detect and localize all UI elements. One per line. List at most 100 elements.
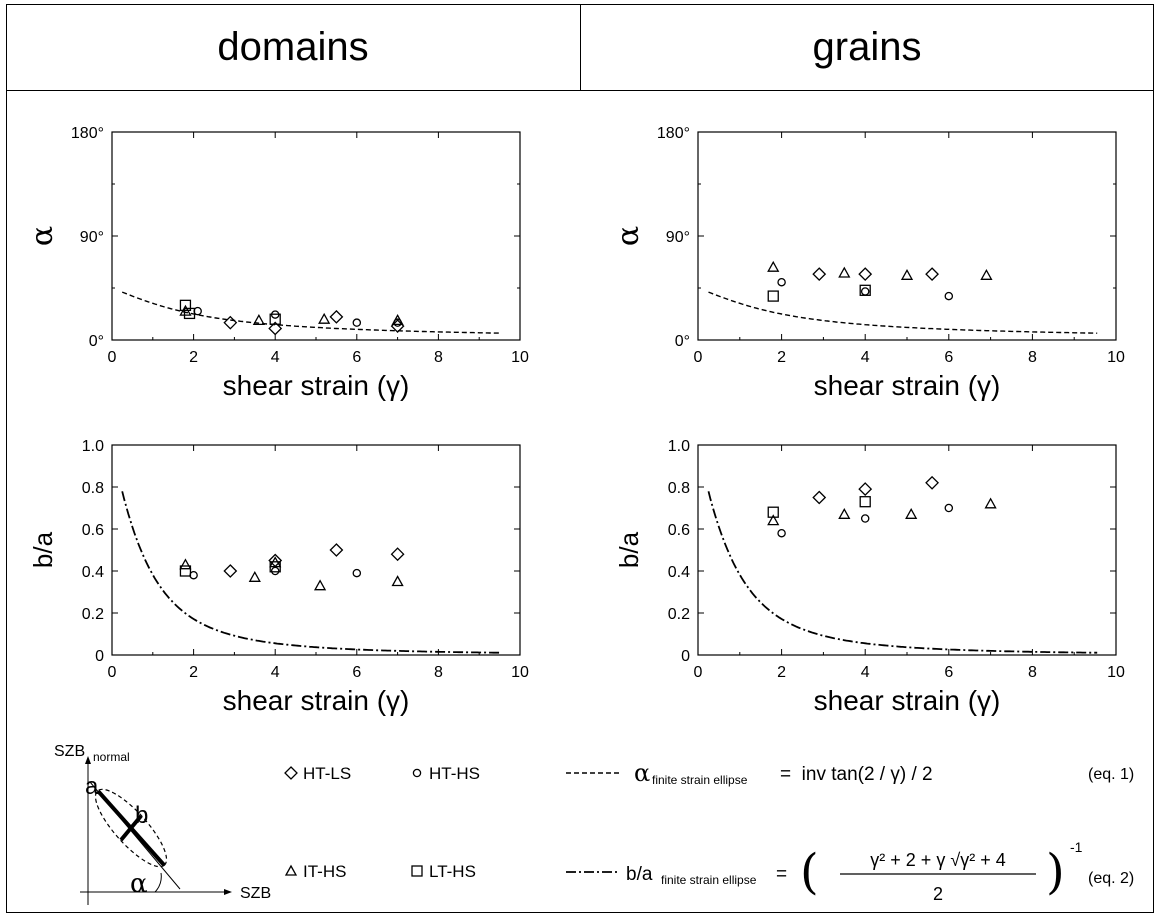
plot-domains-alpha: 0 2 4 6 8 10 0° 90° 180° shear strain (γ) α xyxy=(25,125,529,401)
eq2-numerator: γ² + 2 + γ √γ² + 4 xyxy=(870,850,1005,870)
y-tick-label: 1.0 xyxy=(82,438,104,455)
eq1-subscript: finite strain ellipse xyxy=(652,773,748,787)
legend-eq2: b/a finite strain ellipse = ( γ² + 2 + γ… xyxy=(566,839,1134,904)
data-point-it-hs xyxy=(391,575,404,587)
y-tick-label: 0.8 xyxy=(82,480,104,497)
x-tick-label: 8 xyxy=(434,349,443,366)
data-point-ht-hs xyxy=(777,528,786,538)
x-tick-label: 8 xyxy=(434,664,443,681)
data-point-ht-hs xyxy=(860,514,870,523)
eq2-tag: (eq. 2) xyxy=(1088,870,1134,887)
data-point-it-hs xyxy=(767,514,780,526)
header-divider xyxy=(6,90,1154,91)
data-point-ht-hs xyxy=(944,503,954,513)
y-tick-label: 180° xyxy=(71,125,104,142)
x-tick-label: 4 xyxy=(861,349,870,366)
sketch-y-label-sub: normal xyxy=(93,750,130,764)
y-tick-label: 0 xyxy=(681,648,690,665)
legend-label-ht-hs: HT-HS xyxy=(429,764,480,783)
x-tick-label: 4 xyxy=(271,349,280,366)
data-point-it-hs xyxy=(767,260,780,272)
x-tick-label: 0 xyxy=(694,664,703,681)
y-tick-label: 90° xyxy=(80,229,104,246)
x-tick-label: 6 xyxy=(944,664,953,681)
data-point-it-hs xyxy=(984,497,997,509)
x-tick-label: 2 xyxy=(777,664,786,681)
data-point-lt-hs xyxy=(269,313,281,325)
y-tick-label: 0° xyxy=(89,333,104,350)
data-point-lt-hs xyxy=(269,561,281,573)
sketch-label-b: b xyxy=(135,802,148,829)
data-point-lt-hs xyxy=(183,307,196,320)
y-tick-label: 0.6 xyxy=(82,522,104,539)
legend-label-ht-ls: HT-LS xyxy=(303,764,351,783)
y-tick-label: 90° xyxy=(666,229,690,246)
data-point-ht-hs xyxy=(777,277,786,287)
x-tick-label: 10 xyxy=(511,664,529,681)
legend-eq1: α finite strain ellipse = inv tan(2 / γ)… xyxy=(566,759,1134,787)
x-tick-label: 8 xyxy=(1028,664,1037,681)
data-point-ht-hs xyxy=(860,287,870,296)
data-point-lt-hs xyxy=(179,299,192,311)
plots-group: 0 2 4 6 8 10 0° 90° 180° shear strain (γ) α 0 2 4 6 8 10… xyxy=(25,125,1125,716)
legend-marker-it-hs xyxy=(284,864,298,876)
theory-curve xyxy=(121,291,502,334)
x-axis-label: shear strain (γ) xyxy=(814,370,1001,401)
data-point-it-hs xyxy=(252,314,265,326)
y-axis-label: α xyxy=(611,226,646,246)
x-axis-label: shear strain (γ) xyxy=(223,685,410,716)
eq2-lhs: b/a xyxy=(626,864,653,885)
y-tick-label: 0.4 xyxy=(668,564,690,581)
data-point-ht-ls xyxy=(223,564,238,578)
eq1-tag: (eq. 1) xyxy=(1088,766,1134,783)
strain-ellipse-sketch: SZB normal SZB a b α xyxy=(54,743,271,905)
legend: HT-LS HT-HS IT-HS LT-HS α finite strain ell… xyxy=(284,759,1134,904)
eq2-exponent: -1 xyxy=(1070,839,1083,855)
data-point-ht-ls xyxy=(390,547,405,562)
x-tick-label: 6 xyxy=(944,349,953,366)
x-axis-label: shear strain (γ) xyxy=(814,685,1001,716)
x-tick-label: 0 xyxy=(694,349,703,366)
data-point-ht-ls xyxy=(858,482,873,497)
data-point-it-hs xyxy=(838,266,851,278)
data-point-it-hs xyxy=(838,507,851,519)
data-point-ht-ls xyxy=(925,475,939,490)
sketch-short-axis xyxy=(119,814,143,842)
legend-label-it-hs: IT-HS xyxy=(303,862,346,881)
sketch-label-a: a xyxy=(85,773,99,800)
data-point-it-hs xyxy=(980,268,993,280)
plot-frame xyxy=(697,131,1117,341)
theory-curve xyxy=(121,491,502,654)
x-tick-label: 10 xyxy=(1107,349,1125,366)
data-point-it-hs xyxy=(313,579,327,591)
data-point-it-hs xyxy=(318,312,331,324)
eq2-equals: = xyxy=(776,864,787,885)
legend-markers: HT-LS HT-HS IT-HS LT-HS xyxy=(284,764,480,881)
legend-marker-ht-ls xyxy=(284,766,298,780)
data-point-it-hs xyxy=(905,507,918,519)
sketch-x-label: SZB xyxy=(240,885,271,902)
plot-grains-alpha: 0 2 4 6 8 10 0° 90° 180° shear strain (γ) α xyxy=(611,125,1125,401)
sketch-ellipse xyxy=(94,788,168,868)
y-axis-label: α xyxy=(25,226,60,246)
sketch-y-arrowhead xyxy=(85,756,91,764)
data-point-ht-ls xyxy=(329,543,344,557)
data-point-ht-ls xyxy=(858,267,873,282)
data-point-lt-hs xyxy=(767,506,779,518)
legend-label-lt-hs: LT-HS xyxy=(429,862,476,881)
x-tick-label: 10 xyxy=(1107,664,1125,681)
eq1-lhs: α xyxy=(634,759,650,787)
y-tick-label: 0.8 xyxy=(668,480,690,497)
plot-grains-ba: 0 2 4 6 8 10 0 0.2 0.4 0.6 0.8 1.0 shear strain (γ) b… xyxy=(614,438,1125,716)
x-axis-label: shear strain (γ) xyxy=(223,370,410,401)
eq2-denominator: 2 xyxy=(933,884,943,904)
eq2-subscript: finite strain ellipse xyxy=(661,873,757,887)
x-tick-label: 0 xyxy=(108,664,117,681)
x-tick-label: 2 xyxy=(777,349,786,366)
theory-curve xyxy=(708,291,1098,334)
y-tick-label: 0° xyxy=(675,333,690,350)
x-tick-label: 8 xyxy=(1028,349,1037,366)
plot-frame xyxy=(111,444,521,656)
legend-marker-ht-hs xyxy=(412,768,422,778)
data-point-ht-ls xyxy=(812,267,827,282)
